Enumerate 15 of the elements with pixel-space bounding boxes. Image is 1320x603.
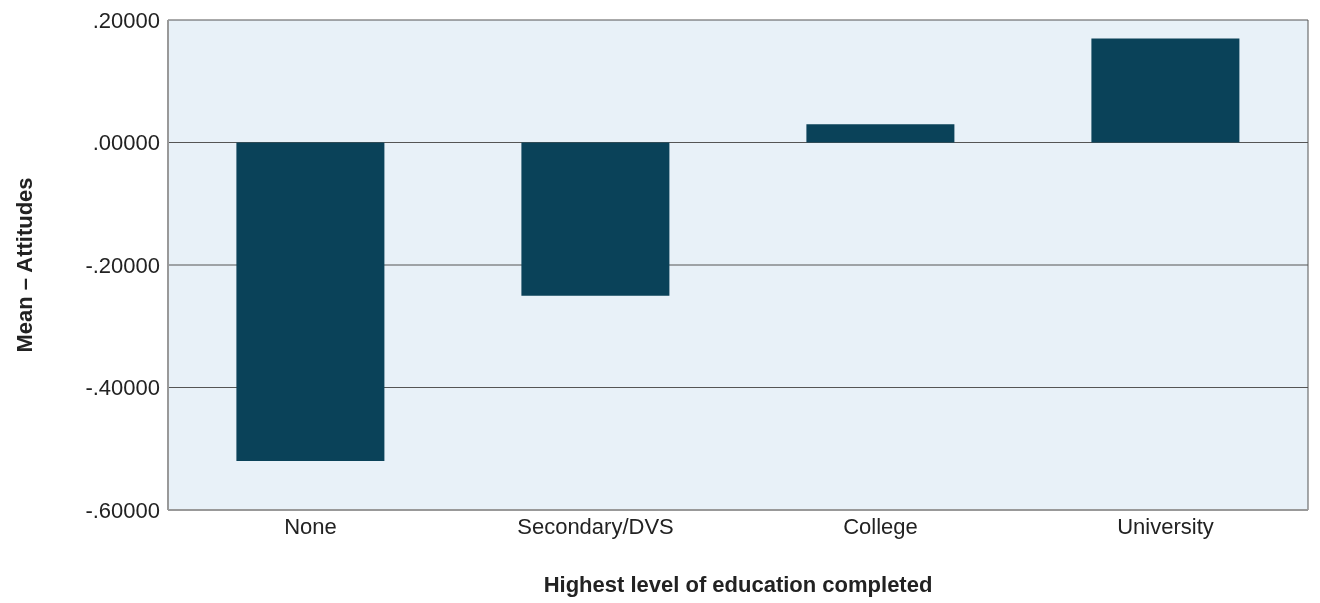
y-tick-label: .00000: [92, 130, 160, 156]
x-tick-label: Secondary/DVS: [517, 513, 674, 539]
bar: [1091, 38, 1240, 143]
y-tick-label: -.40000: [85, 375, 160, 401]
y-axis-title: Mean – Attitudes: [11, 177, 37, 353]
x-tick-label: College: [843, 513, 918, 539]
y-tick-label: -.60000: [85, 497, 160, 523]
bar: [236, 142, 385, 461]
y-tick-label: -.20000: [85, 252, 160, 278]
bar: [521, 142, 670, 296]
y-tick-label: .20000: [92, 7, 160, 33]
bar: [806, 124, 955, 143]
x-tick-label: University: [1117, 513, 1214, 539]
x-axis-title: Highest level of education completed: [543, 572, 933, 597]
x-tick-label: None: [284, 513, 337, 539]
